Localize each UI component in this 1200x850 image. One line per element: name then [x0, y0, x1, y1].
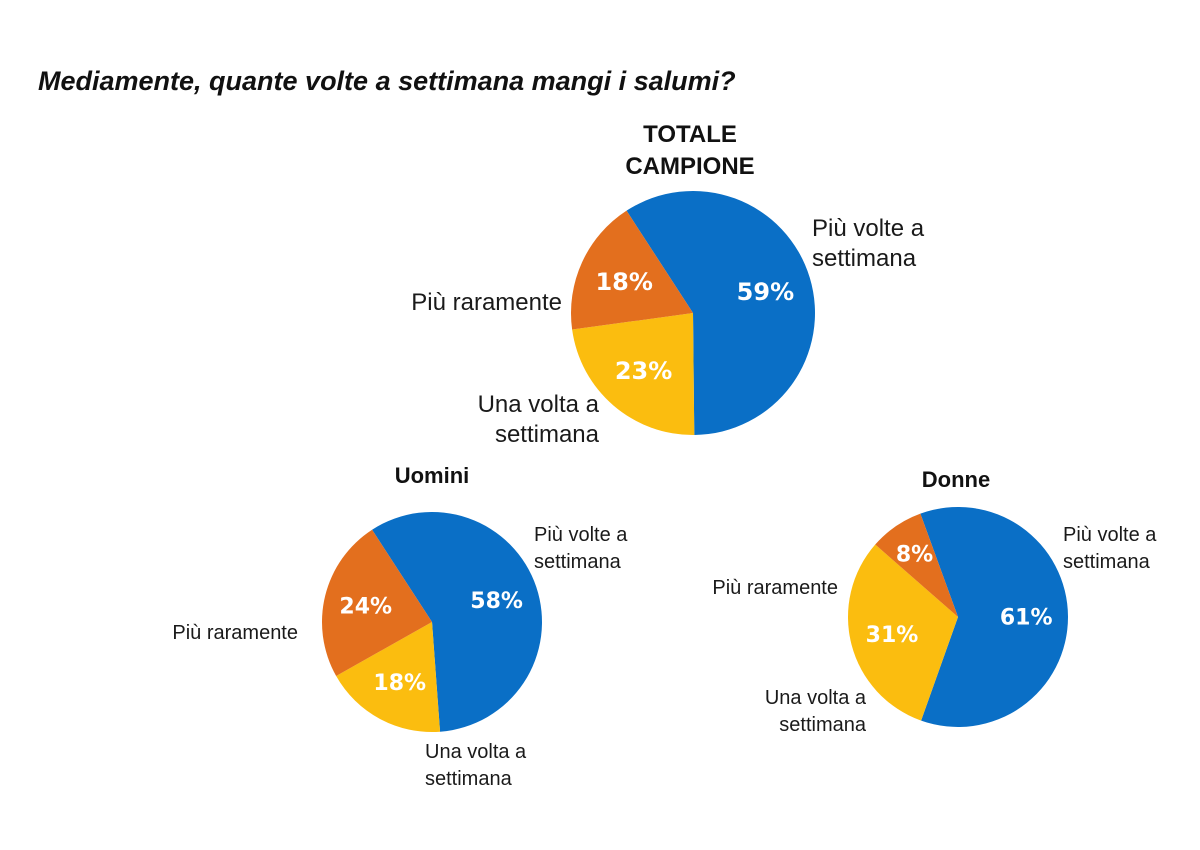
slice-una-volta	[336, 622, 441, 732]
category-label-una-volta: Una volta a settimana	[765, 687, 867, 736]
slice-una-volta	[848, 544, 958, 721]
category-label-piu-raramente: Più raramente	[411, 289, 562, 316]
value-label-piu-raramente: 8%	[896, 542, 933, 567]
category-label-piu-volte: Più volte a settimana	[812, 215, 925, 272]
pie-title: Uomini	[395, 463, 470, 488]
pie-title: TOTALE CAMPIONE	[625, 121, 754, 180]
value-label-piu-volte: 58%	[470, 589, 523, 614]
pie-title: Donne	[922, 467, 990, 492]
category-label-una-volta: Una volta a settimana	[425, 741, 527, 790]
slice-piu-volte	[626, 191, 815, 435]
category-label-una-volta: Una volta a settimana	[478, 391, 600, 448]
category-label-piu-raramente: Più raramente	[172, 622, 298, 644]
slice-piu-volte	[920, 507, 1068, 727]
value-label-una-volta: 18%	[373, 671, 426, 696]
value-label-piu-raramente: 18%	[595, 268, 652, 296]
value-label-piu-volte: 61%	[1000, 606, 1053, 631]
chart-title: Mediamente, quante volte a settimana man…	[38, 66, 736, 96]
slice-piu-raramente	[321, 529, 432, 676]
pie-chart-1: Uomini 58% Più volte a settimana 18% Una volt…	[172, 463, 628, 790]
value-label-una-volta: 23%	[615, 357, 672, 385]
slice-piu-raramente	[571, 210, 693, 330]
pie-chart-0: TOTALE CAMPIONE 59% Più volte a settimana 23%…	[411, 121, 924, 448]
value-label-piu-volte: 59%	[737, 278, 794, 306]
value-label-piu-raramente: 24%	[339, 595, 392, 620]
slice-piu-raramente	[875, 513, 958, 617]
category-label-piu-volte: Più volte a settimana	[1063, 524, 1157, 573]
value-label-una-volta: 31%	[866, 623, 919, 648]
slice-una-volta	[572, 313, 695, 435]
pie-chart-2: Donne 61% Più volte a settimana 31% Una volta…	[712, 467, 1157, 736]
category-label-piu-raramente: Più raramente	[712, 577, 838, 599]
slice-piu-volte	[372, 512, 542, 732]
category-label-piu-volte: Più volte a settimana	[534, 524, 628, 573]
